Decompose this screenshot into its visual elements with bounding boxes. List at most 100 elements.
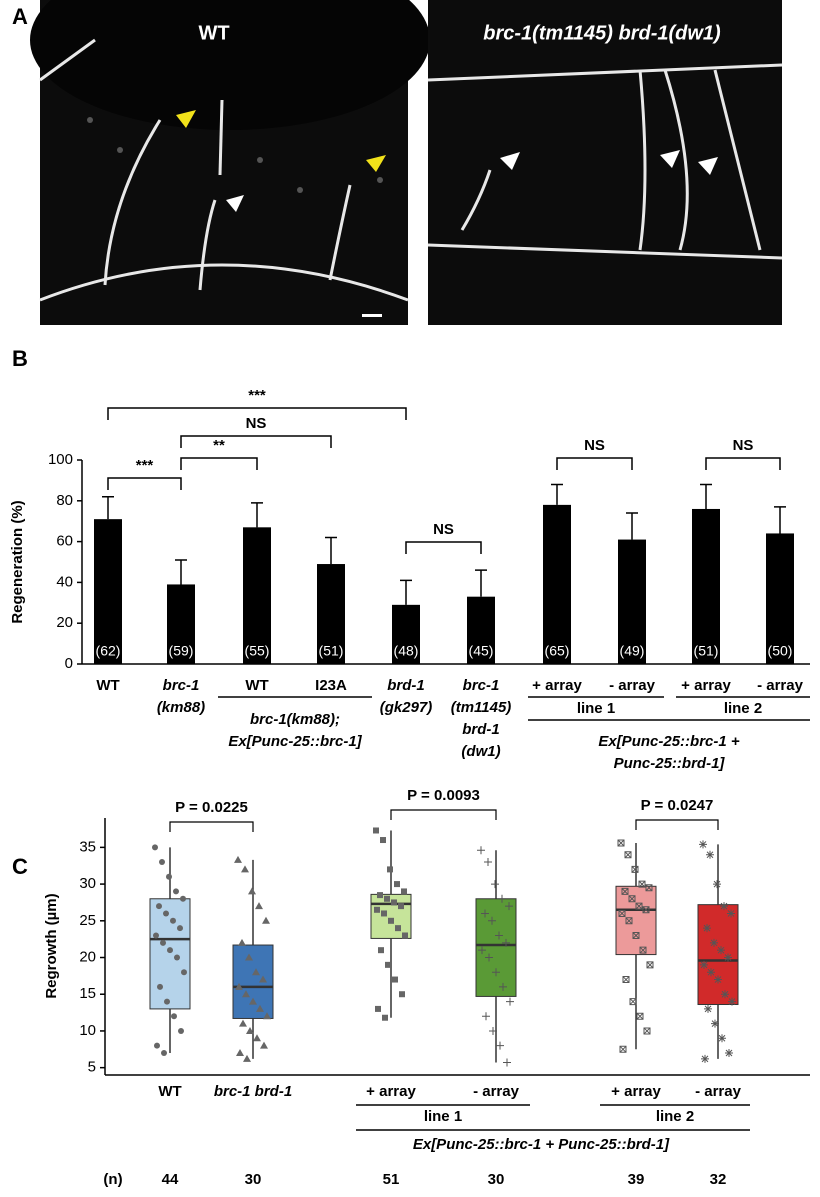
panel-label: C [12,854,28,879]
point [181,969,187,976]
point [177,925,183,932]
x-tick-label: + array [611,1083,661,1100]
point [704,1004,712,1013]
n-label: (50) [768,643,793,659]
point [253,1034,261,1042]
significance-bracket [107,407,407,420]
point [489,1026,497,1035]
n-label: (55) [245,643,270,659]
point [617,839,625,847]
point [392,976,398,983]
point [491,880,499,889]
point [636,1012,644,1020]
bar [243,527,271,664]
point [163,910,169,917]
point [375,1005,381,1012]
point [622,976,630,984]
x-tick-label: + array [532,677,582,694]
point [153,932,159,939]
point [619,1045,627,1053]
point [711,1019,719,1028]
point [492,968,500,977]
point [402,932,408,939]
significance-bracket [180,435,332,448]
point [256,1004,264,1012]
point [178,1027,184,1034]
significance-label: *** [136,457,154,474]
x-tick-label: I23A [315,677,347,694]
significance-label: NS [433,521,454,538]
group-label: Punc-25::brd-1] [614,755,726,772]
y-tick-label: 35 [79,838,96,855]
point [395,925,401,932]
point [477,846,485,855]
point [646,961,654,969]
y-tick-label: 5 [88,1059,96,1076]
x-tick-label: - array [473,1083,520,1100]
point [714,975,722,984]
point [380,837,386,844]
error-bar [551,483,563,505]
point [243,1054,251,1062]
point [262,916,270,924]
point [498,894,506,903]
y-tick-label: 25 [79,912,96,929]
micrograph: WT [30,0,430,325]
significance-bracket [390,809,497,820]
point [718,1034,726,1043]
n-label: (62) [96,643,121,659]
significance-bracket [556,457,633,470]
point [248,887,256,895]
n-value: 39 [628,1171,645,1188]
point [161,1049,167,1056]
error-bar [325,536,337,565]
x-tick-label: brd-1 [462,721,500,738]
point [496,1041,504,1050]
bar [94,519,122,664]
point [484,858,492,867]
panel-label: B [12,346,28,371]
y-tick-label: 20 [56,614,73,631]
point [700,960,708,969]
x-tick-label: (gk297) [380,699,433,716]
y-tick-label: 0 [65,655,73,672]
n-value: 44 [162,1171,179,1188]
point [166,873,172,880]
point [387,866,393,873]
error-bar [774,506,786,534]
box [232,944,274,1019]
point [725,1048,733,1057]
box [475,898,517,997]
point [728,997,736,1006]
significance-bracket [169,821,254,832]
x-tick-label: - array [757,677,804,694]
point [374,906,380,913]
x-tick-label: brc-1 [163,677,200,694]
point [167,947,173,954]
y-tick-label: 40 [56,573,73,590]
significance-bracket [405,541,482,554]
n-label: (49) [620,643,645,659]
bar [467,596,495,664]
point [624,851,632,859]
x-tick-label: WT [245,677,268,694]
point [252,968,260,976]
point [235,982,243,990]
group-label: Ex[Punc-25::brc-1 + [598,733,740,750]
box [149,898,191,1010]
point [246,1026,254,1034]
point [154,1042,160,1049]
point [242,990,250,998]
y-axis-label: Regeneration (%) [9,500,26,623]
point [394,881,400,888]
point [642,906,650,914]
n-label: (45) [469,643,494,659]
point [180,895,186,902]
p-value: P = 0.0225 [175,799,248,816]
significance-label: *** [248,387,266,404]
point [384,895,390,902]
point [156,903,162,910]
point [391,899,397,906]
